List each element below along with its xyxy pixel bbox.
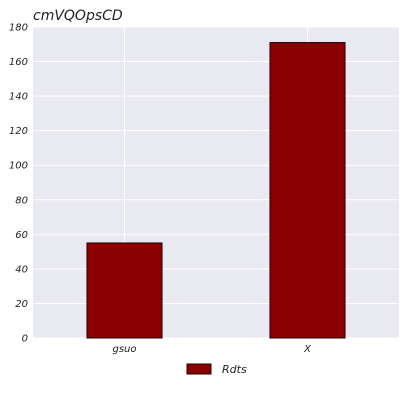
y-tick-label: 160	[9, 57, 28, 68]
y-tick-label: 140	[9, 92, 28, 103]
x-tick-label: gsuo	[112, 344, 136, 355]
legend-swatch	[186, 363, 212, 375]
x-tick-label: X	[303, 344, 312, 355]
y-tick-label: 20	[15, 299, 28, 310]
y-tick-label: 120	[9, 126, 28, 137]
y-tick-label: 60	[15, 230, 28, 241]
chart-title: cmVQOpsCD	[33, 8, 123, 24]
x-axis: gsuo X	[112, 344, 312, 355]
y-axis: 0 20 40 60 80 100 120 140 160 180	[9, 23, 28, 345]
y-tick-label: 180	[9, 23, 28, 34]
legend: Rdts	[186, 363, 247, 376]
bars	[86, 42, 346, 339]
y-tick-label: 100	[9, 161, 28, 172]
legend-label: Rdts	[222, 363, 247, 376]
bar-X	[269, 42, 346, 339]
y-tick-label: 40	[15, 264, 28, 275]
y-tick-label: 80	[15, 195, 28, 206]
y-tick-label: 0	[22, 334, 28, 345]
bar-gsuo	[86, 242, 163, 339]
